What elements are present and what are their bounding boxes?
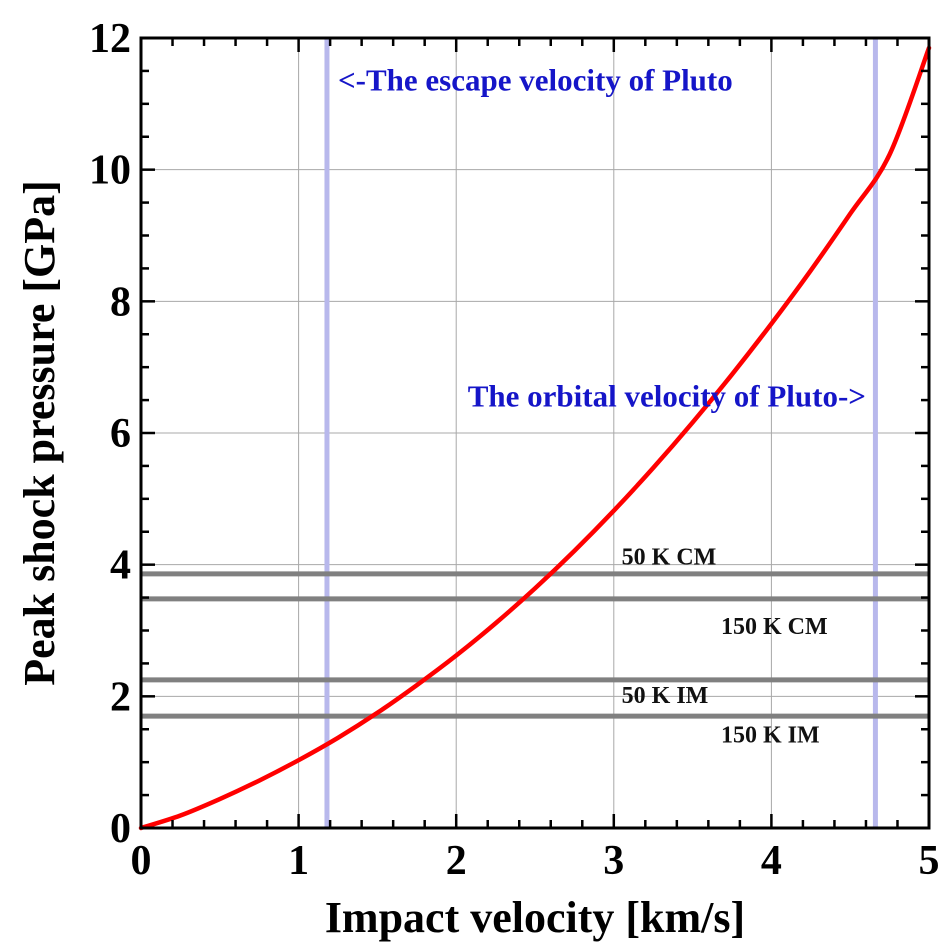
series-line-0 (138, 45, 932, 831)
x-axis-title: Impact velocity [km/s] (325, 893, 745, 942)
annotations: <-The escape velocity of Pluto The orbita… (338, 63, 866, 749)
y-tick-label-5: 10 (89, 148, 131, 194)
velocity-lines (324, 38, 878, 828)
x-tick-label-5: 5 (919, 838, 940, 884)
velocity-label-0: <-The escape velocity of Pluto (338, 63, 733, 98)
series (138, 45, 932, 831)
x-tick-label-1: 1 (288, 838, 309, 884)
threshold-label-2: 50 K IM (622, 683, 709, 709)
threshold-lines (141, 571, 929, 719)
velocity-label-1: The orbital velocity of Pluto-> (468, 379, 866, 414)
grid-lines (141, 38, 929, 828)
y-tick-label-4: 8 (110, 279, 131, 325)
y-tick-label-3: 6 (110, 411, 131, 457)
y-tick-label-0: 0 (110, 806, 131, 852)
y-tick-label-2: 4 (110, 543, 131, 589)
x-tick-label-4: 4 (761, 838, 782, 884)
y-tick-label-1: 2 (110, 674, 131, 720)
x-tick-label-0: 0 (131, 838, 152, 884)
x-tick-label-2: 2 (446, 838, 467, 884)
y-tick-label-6: 12 (89, 16, 131, 62)
threshold-label-0: 50 K CM (622, 545, 717, 571)
tick-marks (139, 36, 931, 830)
threshold-label-1: 150 K CM (721, 614, 828, 640)
x-tick-label-3: 3 (603, 838, 624, 884)
threshold-label-3: 150 K IM (721, 722, 820, 748)
y-axis-title: Peak shock pressure [GPa] (15, 180, 64, 686)
